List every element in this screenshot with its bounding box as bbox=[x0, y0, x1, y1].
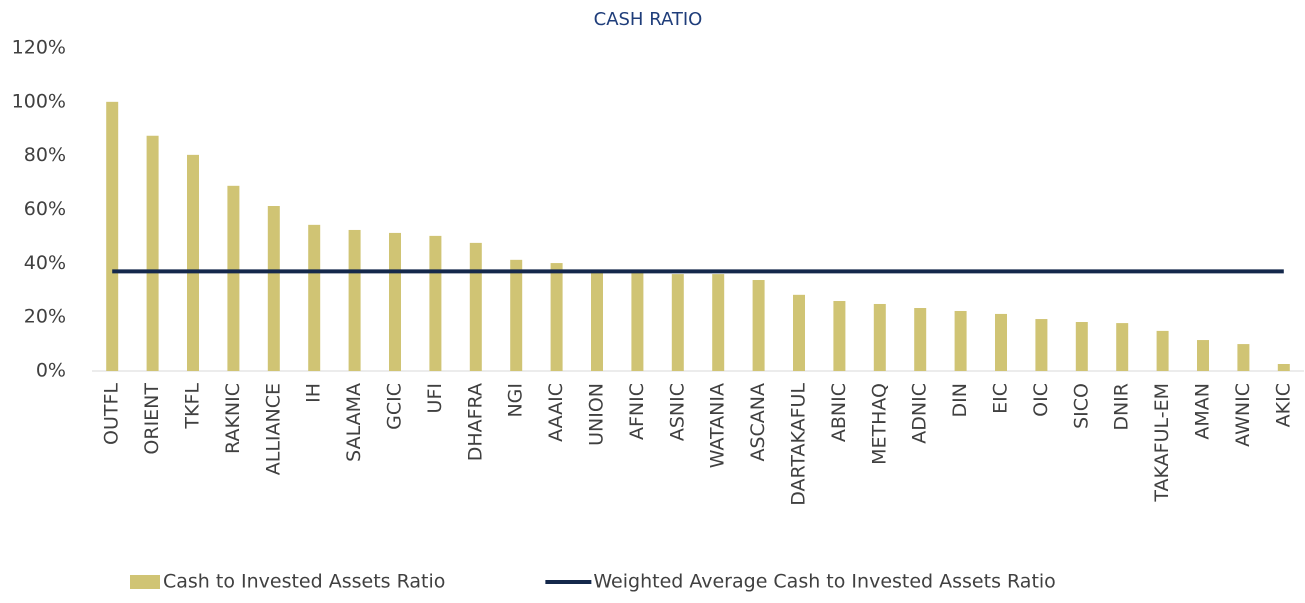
x-tick-label: DARTAKAFUL bbox=[788, 383, 810, 506]
x-tick-label: ASCANA bbox=[747, 383, 769, 462]
bar bbox=[793, 294, 805, 371]
bar bbox=[267, 206, 280, 371]
bar bbox=[914, 308, 927, 371]
x-tick-label: DNIR bbox=[1111, 383, 1133, 431]
x-tick-label: TKFL bbox=[182, 383, 204, 430]
bar bbox=[106, 101, 119, 371]
bar bbox=[833, 301, 846, 371]
bar bbox=[348, 229, 361, 371]
x-tick-label: AWNIC bbox=[1232, 383, 1254, 447]
x-tick-label: ASNIC bbox=[666, 383, 688, 441]
bar bbox=[1156, 330, 1169, 371]
bar bbox=[1035, 319, 1048, 371]
x-tick-label: DHAFRA bbox=[464, 383, 486, 461]
bar bbox=[308, 224, 321, 371]
bar bbox=[591, 271, 603, 371]
x-tick-label: IH bbox=[303, 383, 325, 403]
bar bbox=[550, 263, 563, 371]
bar bbox=[954, 310, 967, 371]
x-tick-label: UFI bbox=[424, 383, 446, 413]
x-tick-label: SALAMA bbox=[343, 383, 365, 462]
bar bbox=[631, 272, 644, 371]
legend-swatch bbox=[130, 575, 160, 589]
bar bbox=[510, 259, 523, 371]
bar bbox=[1075, 322, 1088, 371]
x-tick-label: EIC bbox=[990, 383, 1012, 414]
x-tick-label: AMAN bbox=[1192, 383, 1214, 440]
y-tick-label: 60% bbox=[24, 198, 66, 220]
bar bbox=[469, 242, 482, 371]
x-tick-label: ADNIC bbox=[909, 383, 931, 444]
x-tick-label: AKIC bbox=[1272, 383, 1294, 427]
x-tick-label: METHAQ bbox=[868, 383, 890, 465]
bar bbox=[671, 274, 684, 371]
x-tick-label: RAKNIC bbox=[222, 383, 244, 454]
legend-label: Weighted Average Cash to Invested Assets… bbox=[593, 571, 1055, 593]
bar bbox=[429, 235, 442, 371]
y-tick-label: 120% bbox=[12, 37, 66, 59]
x-tick-label: UNION bbox=[586, 383, 608, 446]
x-tick-label: AFNIC bbox=[626, 383, 648, 440]
x-tick-label: NGI bbox=[505, 383, 527, 418]
x-tick-label: ORIENT bbox=[141, 383, 163, 455]
y-tick-label: 0% bbox=[36, 360, 66, 382]
x-tick-label: ABNIC bbox=[828, 383, 850, 442]
bar bbox=[1277, 364, 1290, 371]
x-tick-label: OUTFL bbox=[101, 383, 123, 445]
x-tick-label: AAAIC bbox=[545, 383, 567, 442]
x-tick-label: SICO bbox=[1070, 383, 1092, 429]
y-tick-label: 100% bbox=[12, 90, 66, 112]
bar bbox=[1237, 344, 1250, 371]
x-tick-label: TAKAFUL-EM bbox=[1151, 383, 1173, 503]
bar bbox=[712, 274, 725, 371]
bar bbox=[187, 154, 199, 371]
y-tick-label: 40% bbox=[24, 252, 66, 274]
x-tick-label: OIC bbox=[1030, 383, 1052, 417]
bar bbox=[752, 280, 765, 371]
chart-title: CASH RATIO bbox=[594, 9, 703, 30]
bar bbox=[146, 135, 159, 371]
bar bbox=[995, 313, 1007, 371]
x-tick-label: DIN bbox=[949, 383, 971, 417]
x-tick-label: GCIC bbox=[384, 383, 406, 430]
x-tick-label: WATANIA bbox=[707, 383, 729, 468]
y-tick-label: 20% bbox=[24, 306, 66, 328]
bar bbox=[873, 303, 886, 371]
bar bbox=[389, 232, 401, 371]
bar bbox=[1197, 340, 1209, 371]
bar bbox=[1116, 323, 1129, 371]
bar bbox=[227, 185, 240, 371]
x-tick-label: ALLIANCE bbox=[262, 383, 284, 475]
y-tick-label: 80% bbox=[24, 144, 66, 166]
legend-label: Cash to Invested Assets Ratio bbox=[163, 571, 445, 593]
